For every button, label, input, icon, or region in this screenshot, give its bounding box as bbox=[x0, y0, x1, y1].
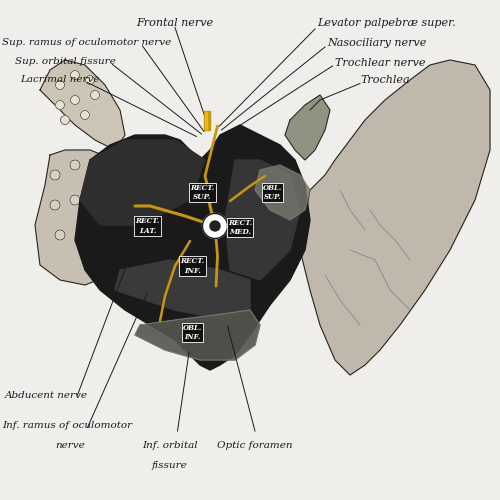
Circle shape bbox=[50, 200, 60, 210]
Text: RECT.
SUP.: RECT. SUP. bbox=[190, 184, 214, 201]
Text: Sup. orbital fissure: Sup. orbital fissure bbox=[15, 56, 116, 66]
Text: RECT.
INF.: RECT. INF. bbox=[180, 258, 204, 274]
Text: OBL.
INF.: OBL. INF. bbox=[183, 324, 202, 341]
Circle shape bbox=[50, 170, 60, 180]
Polygon shape bbox=[285, 95, 330, 160]
Polygon shape bbox=[115, 260, 250, 320]
Polygon shape bbox=[35, 150, 135, 285]
Text: Trochlea: Trochlea bbox=[360, 75, 410, 85]
Text: Frontal nerve: Frontal nerve bbox=[136, 18, 214, 28]
Circle shape bbox=[210, 221, 220, 231]
Polygon shape bbox=[255, 165, 310, 220]
Polygon shape bbox=[135, 310, 260, 360]
Polygon shape bbox=[75, 125, 310, 370]
Text: nerve: nerve bbox=[55, 442, 85, 450]
Polygon shape bbox=[40, 60, 125, 150]
Circle shape bbox=[60, 116, 70, 124]
Text: OBL.
SUP.: OBL. SUP. bbox=[263, 184, 282, 201]
Circle shape bbox=[56, 80, 64, 90]
Circle shape bbox=[90, 170, 100, 180]
Text: Trochlear nerve: Trochlear nerve bbox=[335, 58, 426, 68]
Text: Abducent nerve: Abducent nerve bbox=[5, 390, 88, 400]
Text: Inf. orbital: Inf. orbital bbox=[142, 442, 198, 450]
Circle shape bbox=[70, 96, 80, 104]
Circle shape bbox=[55, 230, 65, 240]
Circle shape bbox=[80, 110, 90, 120]
Circle shape bbox=[70, 195, 80, 205]
Circle shape bbox=[56, 100, 64, 110]
Circle shape bbox=[70, 160, 80, 170]
Text: Optic foramen: Optic foramen bbox=[217, 442, 293, 450]
Circle shape bbox=[70, 70, 80, 80]
Polygon shape bbox=[80, 140, 205, 225]
Bar bbox=[204, 111, 210, 130]
Text: Nasociliary nerve: Nasociliary nerve bbox=[328, 38, 427, 48]
Circle shape bbox=[86, 76, 94, 84]
Polygon shape bbox=[300, 60, 490, 375]
Circle shape bbox=[90, 90, 100, 100]
Text: Inf. ramus of oculomotor: Inf. ramus of oculomotor bbox=[2, 422, 132, 430]
Text: fissure: fissure bbox=[152, 462, 188, 470]
Circle shape bbox=[90, 205, 100, 215]
Circle shape bbox=[75, 235, 85, 245]
Bar bbox=[204, 112, 207, 129]
Text: RECT.
MED.: RECT. MED. bbox=[228, 219, 252, 236]
Polygon shape bbox=[225, 160, 300, 280]
Text: Sup. ramus of oculomotor nerve: Sup. ramus of oculomotor nerve bbox=[2, 38, 172, 47]
Text: RECT.
LAT.: RECT. LAT. bbox=[136, 218, 160, 234]
Text: Levator palpebræ super.: Levator palpebræ super. bbox=[318, 18, 456, 28]
Text: Lacrimal nerve: Lacrimal nerve bbox=[20, 74, 100, 84]
Circle shape bbox=[202, 214, 228, 238]
